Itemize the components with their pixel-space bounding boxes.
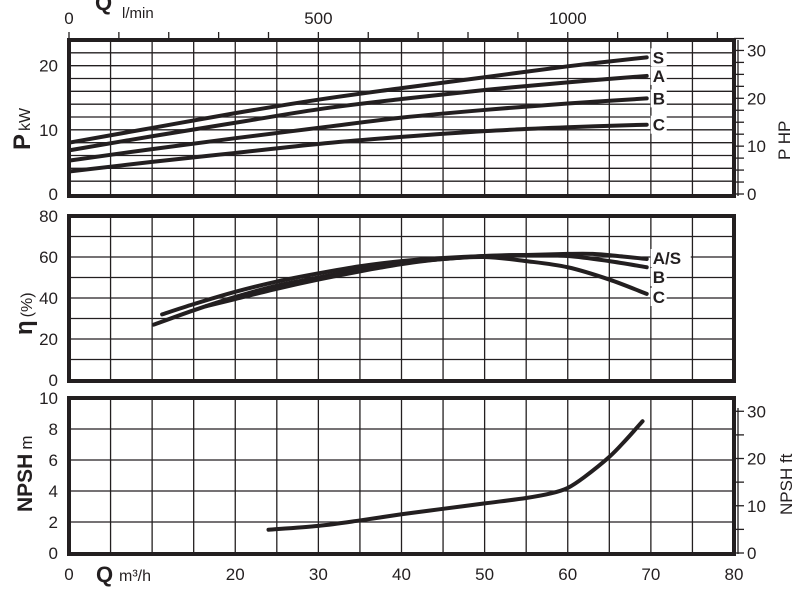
curve-label: C <box>653 116 665 135</box>
curve-npsh <box>266 419 645 532</box>
y-axis-unit-npsh: m <box>17 435 36 449</box>
top-x-axis-unit: l/min <box>122 5 154 22</box>
y-tick-label: 80 <box>39 207 58 226</box>
hp-tick-label: 10 <box>747 137 766 156</box>
x-axis-unit: m³/h <box>119 568 151 585</box>
power-axis-title: PkW <box>9 107 36 150</box>
curve-a <box>67 73 649 153</box>
curve-label: A/S <box>653 249 681 268</box>
x-tick-label: 40 <box>392 565 411 584</box>
x-tick-label: 60 <box>558 565 577 584</box>
npsh-ft-axis-title: NPSH ft <box>777 453 796 515</box>
x-axis-label: Q <box>96 562 113 587</box>
x-tick-label: 80 <box>725 565 744 584</box>
panel-frame-2 <box>67 214 736 383</box>
y-axis-label-npsh: NPSH <box>14 454 37 512</box>
curve-label-bg <box>650 268 667 286</box>
curve-label: C <box>653 288 665 307</box>
curve-label-bg <box>650 48 667 67</box>
curve-label: S <box>653 48 664 67</box>
curve-c <box>67 122 649 174</box>
efficiency-axis-title: η (%) <box>11 292 38 335</box>
panel-frame-1 <box>67 38 736 198</box>
y-tick-label: 20 <box>39 57 58 76</box>
y-tick-label: 40 <box>39 289 58 308</box>
curve-label-bg <box>650 89 667 108</box>
y-tick-label: 10 <box>39 389 58 408</box>
y-axis-unit-efficiency: (%) <box>19 292 36 317</box>
curve-c <box>204 254 649 309</box>
lmin-tick-label: 500 <box>304 9 332 28</box>
y-tick-label: 6 <box>49 451 58 470</box>
x-tick-label: 30 <box>309 565 328 584</box>
y-axis-label-efficiency: η <box>11 320 38 335</box>
curve-label-bg <box>650 288 667 306</box>
curve-label-bg <box>650 115 667 134</box>
y-tick-label: 0 <box>49 544 58 563</box>
y-tick-label: 20 <box>39 330 58 349</box>
y-tick-label: 0 <box>49 371 58 390</box>
curve-label: B <box>653 268 665 287</box>
hp-axis-title: P HP <box>775 121 794 160</box>
x-tick-label: 20 <box>226 565 245 584</box>
curve-label-bg <box>650 66 667 85</box>
curve-label-bg <box>650 249 691 267</box>
lmin-tick-label: 1000 <box>549 9 587 28</box>
x-tick-label: 70 <box>641 565 660 584</box>
npsh-ft-tick-label: 10 <box>747 497 766 516</box>
curve-s <box>67 55 649 145</box>
y-axis-unit-power: kW <box>17 107 34 131</box>
hp-tick-label: 30 <box>747 41 766 60</box>
hp-tick-label: 0 <box>747 185 756 204</box>
x-tick-label: 0 <box>64 565 73 584</box>
hp-tick-label: 20 <box>747 89 766 108</box>
y-axis-label-power: P <box>9 134 36 150</box>
curve-label: A <box>653 67 665 86</box>
npsh-axis-title: NPSH m <box>14 435 37 512</box>
panel-frame-3 <box>67 396 736 556</box>
y-tick-label: 2 <box>49 513 58 532</box>
curve-label: B <box>653 89 665 108</box>
y-tick-label: 4 <box>49 482 58 501</box>
lmin-tick-label: 0 <box>64 9 73 28</box>
y-tick-label: 8 <box>49 420 58 439</box>
y-tick-label: 60 <box>39 248 58 267</box>
top-x-axis-label: Q <box>95 0 112 15</box>
x-tick-label: 50 <box>475 565 494 584</box>
y-tick-label: 10 <box>39 121 58 140</box>
curve-b <box>67 96 649 163</box>
npsh-ft-tick-label: 0 <box>747 544 756 563</box>
npsh-ft-tick-label: 30 <box>747 402 766 421</box>
npsh-ft-tick-label: 20 <box>747 450 766 469</box>
y-tick-label: 0 <box>49 185 58 204</box>
